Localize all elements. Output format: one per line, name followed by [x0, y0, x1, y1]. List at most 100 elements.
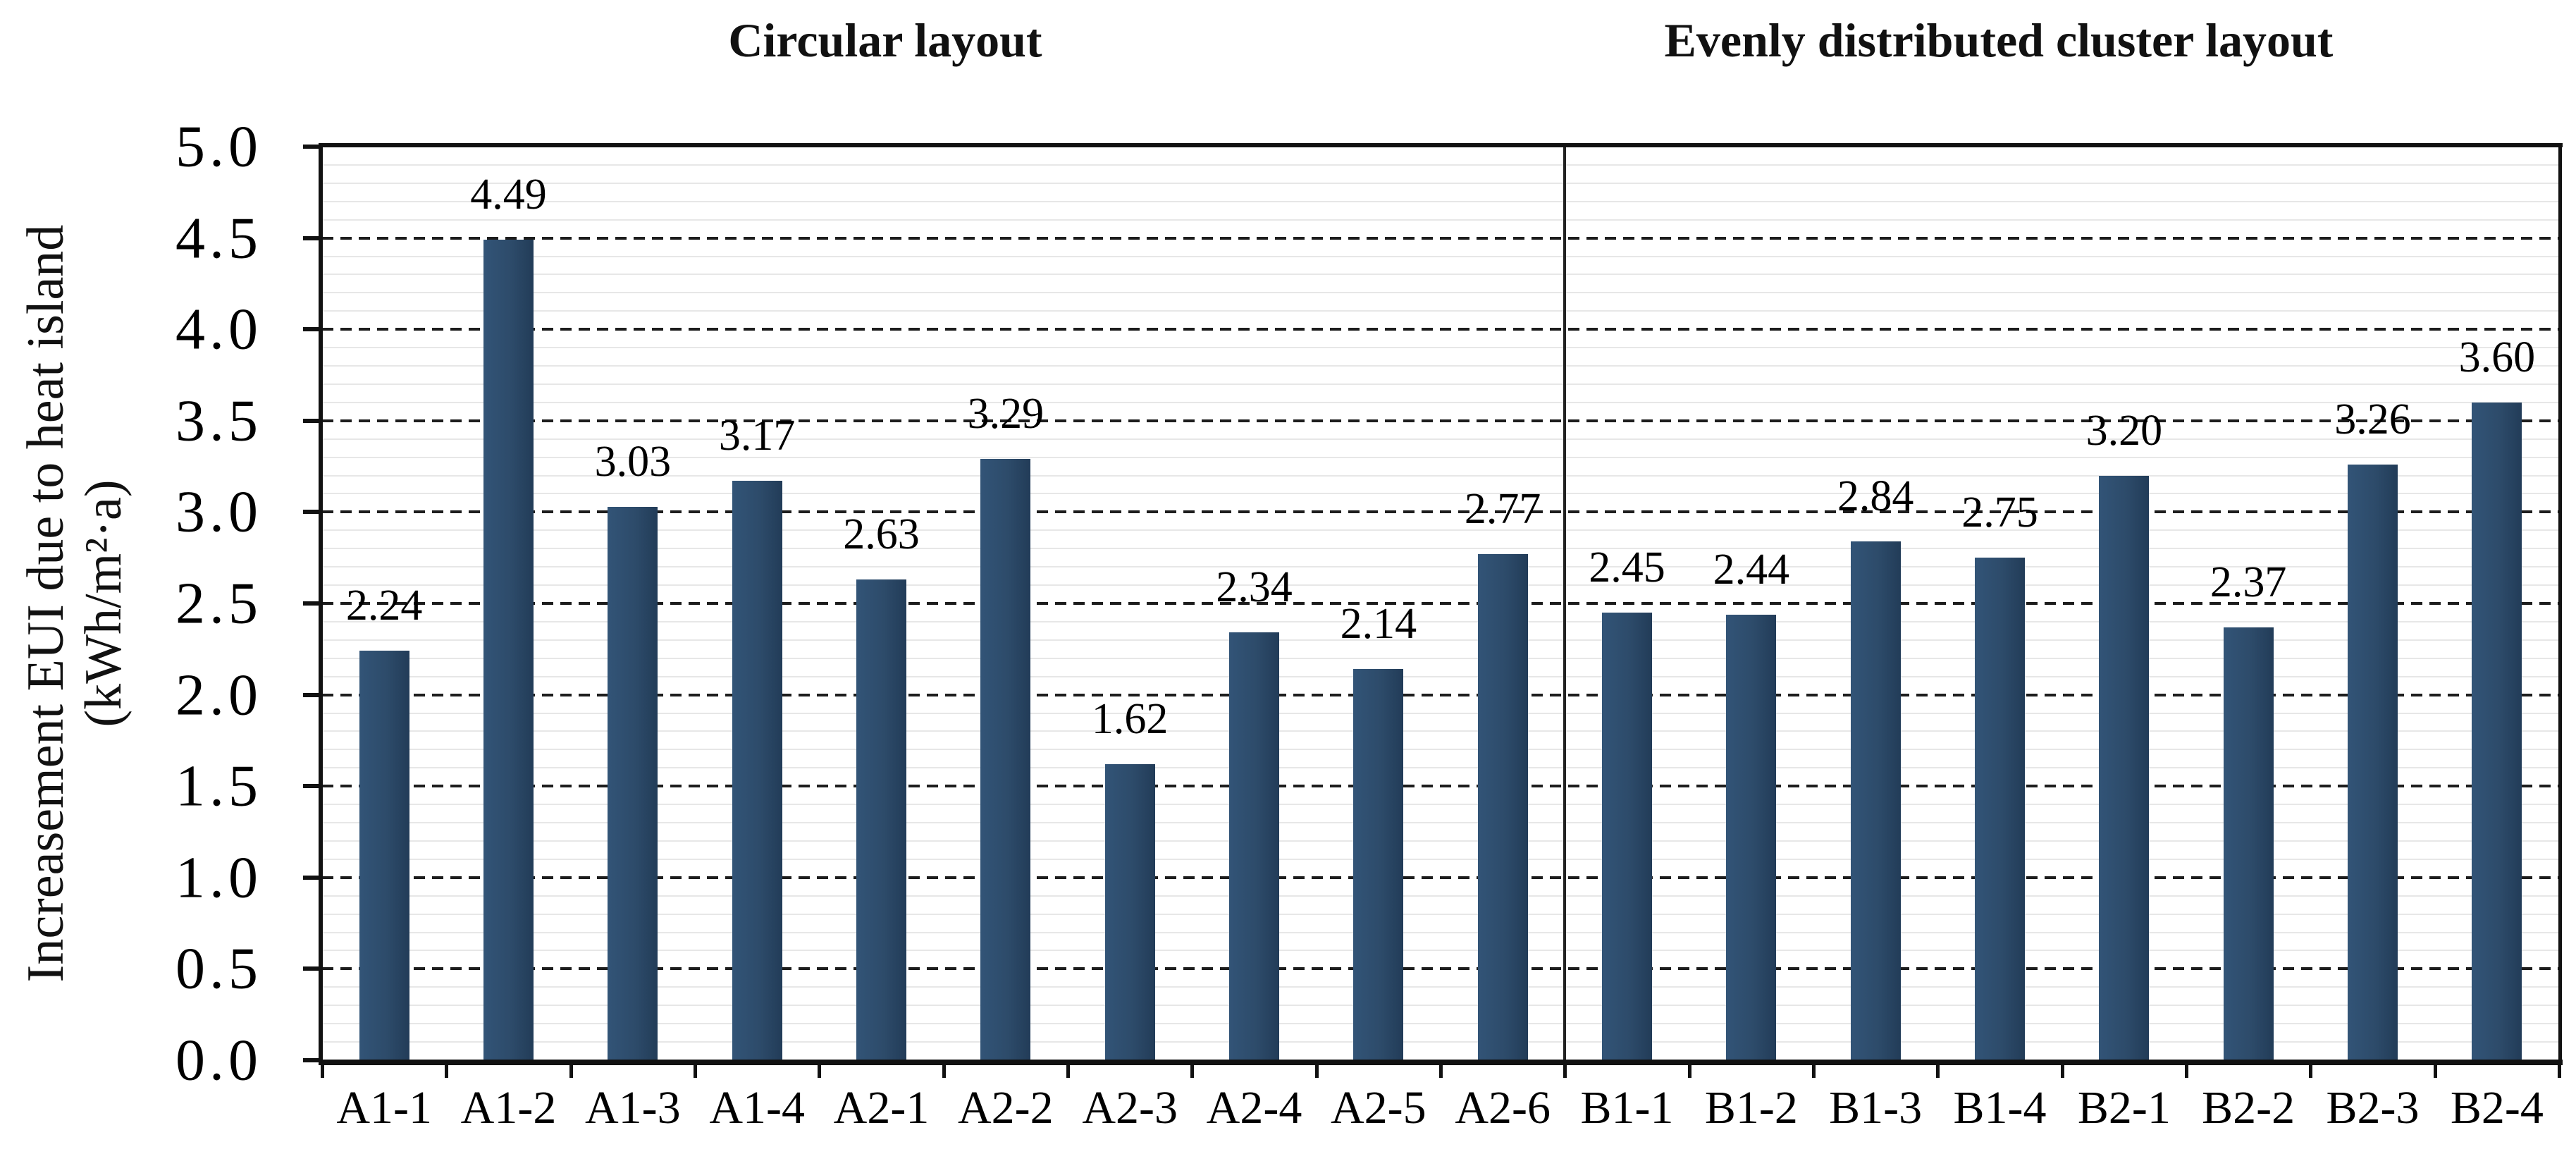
- major-gridline: [322, 236, 2559, 240]
- x-axis-tick-0: [321, 1061, 324, 1078]
- major-gridline: [322, 785, 2559, 788]
- x-axis-tick-12: [1812, 1061, 1816, 1078]
- y-tick-label-3.0: 3.0: [175, 479, 262, 545]
- x-axis-tick-1: [445, 1061, 449, 1078]
- minor-gridline: [322, 913, 2559, 915]
- y-tick-label-1.5: 1.5: [175, 753, 262, 819]
- x-axis-tick-2: [569, 1061, 573, 1078]
- minor-gridline: [322, 1005, 2559, 1007]
- plot-border-right: [2558, 143, 2562, 1064]
- major-gridline: [322, 602, 2559, 605]
- y-tick-label-0.0: 0.0: [175, 1027, 262, 1093]
- minor-gridline: [322, 986, 2559, 988]
- minor-gridline: [322, 895, 2559, 897]
- bar-B2-2: [2223, 627, 2274, 1060]
- minor-gridline: [322, 950, 2559, 952]
- bar-value-label-A1-4: 3.17: [718, 412, 796, 460]
- minor-gridline: [322, 310, 2559, 312]
- minor-gridline: [322, 1023, 2559, 1025]
- minor-gridline: [322, 548, 2559, 550]
- bar-B2-4: [2472, 402, 2522, 1060]
- y-axis-tick-3.5: [303, 418, 320, 423]
- y-axis-tick-3.0: [303, 510, 320, 515]
- y-axis-tick-5.0: [303, 145, 320, 149]
- y-tick-label-0.5: 0.5: [175, 935, 262, 1002]
- bar-value-label-A2-4: 2.34: [1216, 563, 1293, 612]
- x-tick-label-A2-2: A2-2: [958, 1082, 1054, 1134]
- y-axis-tick-0.5: [303, 966, 320, 971]
- x-tick-label-B1-4: B1-4: [1953, 1082, 2047, 1134]
- x-axis-tick-14: [2060, 1061, 2064, 1078]
- minor-gridline: [322, 365, 2559, 367]
- bar-value-label-A2-5: 2.14: [1340, 600, 1417, 649]
- minor-gridline: [322, 804, 2559, 806]
- minor-gridline: [322, 274, 2559, 276]
- x-tick-label-A2-6: A2-6: [1455, 1082, 1551, 1134]
- bar-value-label-A1-3: 3.03: [594, 437, 672, 486]
- x-axis-tick-15: [2185, 1061, 2188, 1078]
- bar-value-label-B1-4: 2.75: [1961, 489, 2038, 537]
- x-tick-label-B2-3: B2-3: [2326, 1082, 2420, 1134]
- bar-A1-2: [483, 240, 534, 1060]
- minor-gridline: [322, 219, 2559, 221]
- x-axis-tick-6: [1066, 1061, 1070, 1078]
- minor-gridline: [322, 292, 2559, 294]
- minor-gridline: [322, 438, 2559, 440]
- x-axis-tick-11: [1687, 1061, 1691, 1078]
- bar-A2-2: [980, 459, 1031, 1060]
- minor-gridline: [322, 931, 2559, 933]
- y-tick-label-1.0: 1.0: [175, 845, 262, 911]
- major-gridline: [322, 419, 2559, 422]
- x-tick-label-A1-2: A1-2: [460, 1082, 557, 1134]
- bar-value-label-A1-1: 2.24: [345, 582, 423, 630]
- bar-B1-1: [1602, 612, 1652, 1060]
- plot-area: 2.24 4.49 3.03 3.17 2.63 3.29 1.62 2.34 2.14 2.77…: [319, 143, 2563, 1065]
- bar-value-label-B1-1: 2.45: [1589, 543, 1665, 591]
- bar-value-label-A2-6: 2.77: [1464, 485, 1541, 534]
- x-axis-tick-9: [1439, 1061, 1443, 1078]
- bar-value-label-B2-1: 3.20: [2085, 406, 2163, 455]
- minor-gridline: [322, 620, 2559, 622]
- minor-gridline: [322, 712, 2559, 714]
- bar-B1-3: [1850, 541, 1901, 1060]
- minor-gridline: [322, 493, 2559, 495]
- bar-A2-3: [1104, 764, 1155, 1060]
- x-axis-tick-5: [942, 1061, 946, 1078]
- bar-A1-3: [608, 506, 658, 1060]
- bar-A2-4: [1229, 632, 1279, 1060]
- y-axis-tick-0.0: [303, 1058, 320, 1062]
- minor-gridline: [322, 383, 2559, 385]
- section-separator-line: [1563, 147, 1567, 1060]
- x-tick-label-A2-1: A2-1: [833, 1082, 930, 1134]
- y-axis-tick-1.0: [303, 875, 320, 880]
- minor-gridline: [322, 858, 2559, 860]
- x-tick-label-A1-4: A1-4: [709, 1082, 805, 1134]
- x-tick-label-B1-3: B1-3: [1829, 1082, 1923, 1134]
- plot-border-top: [319, 143, 2563, 147]
- bar-value-label-B1-2: 2.44: [1713, 545, 1790, 594]
- minor-gridline: [322, 200, 2559, 202]
- bar-value-label-A2-3: 1.62: [1091, 695, 1169, 744]
- minor-gridline: [322, 474, 2559, 477]
- minor-gridline: [322, 767, 2559, 769]
- y-tick-label-4.5: 4.5: [175, 205, 262, 271]
- major-gridline: [322, 876, 2559, 879]
- major-gridline: [322, 693, 2559, 696]
- minor-gridline: [322, 255, 2559, 257]
- minor-gridline: [322, 347, 2559, 349]
- bar-A2-1: [856, 579, 906, 1060]
- x-axis-tick-10: [1563, 1061, 1567, 1078]
- section-title-evenly-distributed-cluster-layout: Evenly distributed cluster layout: [1664, 13, 2334, 67]
- y-tick-label-2.5: 2.5: [175, 570, 262, 637]
- x-axis-tick-8: [1314, 1061, 1319, 1078]
- bar-A1-4: [732, 481, 782, 1060]
- x-tick-label-B2-2: B2-2: [2202, 1082, 2295, 1134]
- x-tick-label-A2-4: A2-4: [1206, 1082, 1302, 1134]
- y-axis-tick-4.5: [303, 235, 320, 240]
- x-axis-tick-16: [2309, 1061, 2313, 1078]
- y-tick-label-4.0: 4.0: [175, 296, 262, 362]
- bar-value-label-A2-2: 3.29: [967, 390, 1044, 438]
- minor-gridline: [322, 566, 2559, 568]
- bar-A2-6: [1477, 554, 1528, 1060]
